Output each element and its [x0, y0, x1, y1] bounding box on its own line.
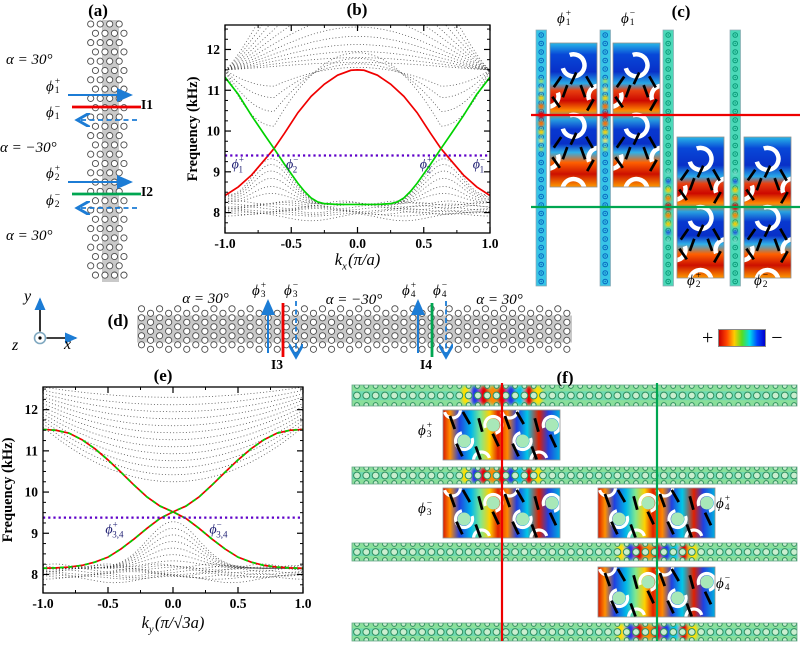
colorbar: + − [702, 328, 783, 348]
x-tick-label: -0.5 [281, 236, 303, 251]
field-label-phi2-minus: ϕ −2 [754, 271, 769, 291]
alpha-label-top: α = 30° [6, 52, 53, 68]
alpha-label-d-middle: α = −30° [325, 292, 383, 308]
y-tick-label: 9 [31, 526, 38, 541]
chart-b-x-axis-label: kx (π/a) [334, 250, 381, 273]
y-tick-label: 8 [213, 205, 220, 220]
mode-label-phi1-minus: ϕ −1 [46, 103, 61, 123]
x-tick-label: -1.0 [214, 236, 236, 251]
mode-label-phi3-minus: ϕ −3 [284, 281, 299, 301]
mode-label-phi2-plus: ϕ +2 [46, 164, 61, 184]
x-tick-label: -0.5 [97, 596, 119, 611]
panel-a-title: (a) [88, 1, 108, 20]
y-tick-label: 11 [25, 443, 38, 458]
chart-annotation: ϕ− 2 [286, 155, 298, 175]
chart-annotation: ϕ+ 1 [232, 155, 244, 175]
alpha-label-middle: α = −30° [0, 140, 57, 156]
alpha-label-bottom: α = 30° [6, 228, 53, 244]
y-tick-label: 8 [31, 567, 38, 582]
alpha-label-d-right: α = 30° [476, 292, 523, 308]
band-structure-chart-b: ϕ+ 1 ϕ− 2 ϕ+ 2 ϕ− 1 -1.0 -0.5 0.0 0.5 1.0 8 9 10 11 12 Fre… [185, 24, 499, 251]
band-structure-chart-e: ϕ+ 3,4 ϕ− 3,4 -1.0 -0.5 0.0 0.5 1.0 8 9 10 11 12 Frequ… [0, 386, 312, 611]
x-tick-label: 0.0 [349, 236, 366, 251]
field-label-phi3-minus: ϕ −3 [418, 499, 433, 519]
y-tick-label: 9 [213, 164, 220, 179]
mode-label-phi4-plus: ϕ +4 [402, 281, 417, 301]
field-label-phi3-plus: ϕ +3 [418, 421, 433, 441]
x-tick-label: 0.5 [230, 596, 247, 611]
x-tick-label: -1.0 [32, 596, 54, 611]
chart-annotation: ϕ− 1 [473, 155, 485, 175]
y-tick-label: 12 [207, 42, 221, 57]
colorbar-gradient [718, 329, 767, 347]
panel-e-title: (e) [153, 366, 173, 385]
field-label-phi2-plus: ϕ +2 [687, 271, 702, 291]
x-tick-label: 1.0 [295, 596, 312, 611]
field-distribution-panel-f [351, 383, 798, 642]
field-label-phi4-minus: ϕ −4 [716, 574, 731, 594]
y-tick-label: 10 [25, 485, 39, 500]
interface-label-i3: I3 [271, 357, 284, 372]
mode-label-phi2-minus: ϕ −2 [46, 191, 61, 211]
panel-c-title: (c) [671, 2, 691, 21]
x-tick-label: 1.0 [482, 236, 499, 251]
colorbar-plus-label: + [702, 327, 714, 349]
interface-label-i2: I2 [141, 184, 154, 199]
panel-f-title: (f) [556, 368, 574, 387]
chart-annotation: ϕ− 3,4 [209, 519, 228, 539]
field-label-phi4-plus: ϕ +4 [716, 494, 731, 514]
panel-d-title: (d) [107, 311, 129, 330]
lattice-ribbon-horizontal [33, 297, 572, 375]
y-axis-glyph-label: y [24, 288, 32, 305]
chart-annotation: ϕ+ 2 [420, 155, 432, 175]
z-axis-glyph-label: z [12, 337, 19, 354]
y-tick-label: 11 [207, 83, 220, 98]
chart-annotation: ϕ+ 3,4 [105, 519, 124, 539]
mode-label-phi3-plus: ϕ +3 [252, 281, 267, 301]
y-tick-label: 10 [207, 124, 221, 139]
field-label-phi1-minus: ϕ −1 [621, 9, 636, 29]
colorbar-minus-label: − [771, 327, 783, 349]
interface-label-i4: I4 [420, 357, 433, 372]
x-tick-label: 0.5 [415, 236, 432, 251]
mode-label-phi4-minus: ϕ −4 [433, 281, 448, 301]
panel-b-title: (b) [346, 0, 368, 19]
y-tick-label: 12 [25, 402, 39, 417]
x-axis-glyph-label: x [64, 336, 72, 353]
interface-label-i1: I1 [141, 97, 154, 112]
mode-label-phi1-plus: ϕ +1 [46, 77, 61, 97]
field-label-phi1-plus: ϕ +1 [557, 9, 572, 29]
lattice-ribbon-vertical [68, 20, 141, 282]
x-tick-label: 0.0 [165, 596, 182, 611]
field-distribution-panel-c [531, 29, 800, 287]
alpha-label-d-left: α = 30° [182, 291, 229, 307]
y-axis-title: Frequency (kHz) [185, 76, 201, 181]
chart-e-x-axis-label: ky (π/√3a) [141, 613, 205, 636]
y-axis-title: Frequency (kHz) [0, 437, 16, 542]
